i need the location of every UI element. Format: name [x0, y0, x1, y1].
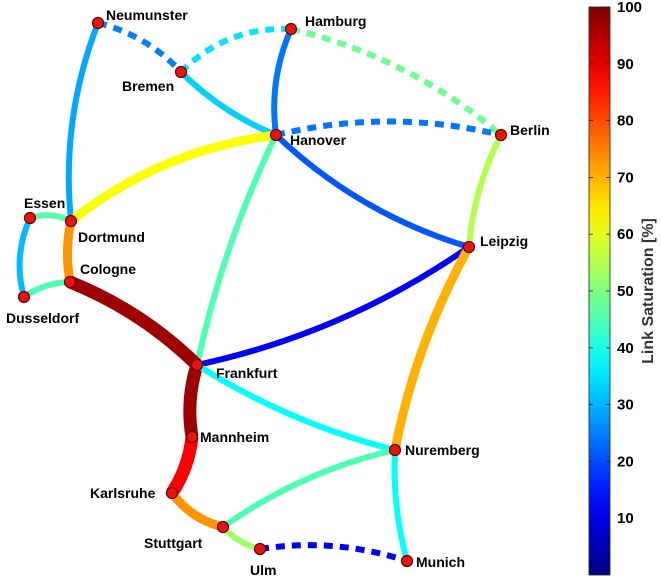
- link-ulm-munich: [259, 542, 408, 564]
- link-hanover-leipzig: [273, 132, 470, 250]
- colorbar-tick-label: 50: [617, 283, 634, 300]
- node-berlin[interactable]: [494, 128, 508, 142]
- link-hanover-dortmund: [68, 130, 277, 225]
- city-label-hamburg: Hamburg: [305, 13, 366, 29]
- city-label-karlsruhe: Karlsruhe: [90, 485, 156, 501]
- link-karlsruhe-stuttgart: [168, 490, 225, 532]
- city-label-stuttgart: Stuttgart: [144, 535, 203, 551]
- node-munich[interactable]: [400, 554, 414, 568]
- node-stuttgart[interactable]: [216, 520, 230, 534]
- city-label-dortmund: Dortmund: [78, 229, 145, 245]
- link-bremen-hamburg: [178, 25, 292, 75]
- node-karlsruhe[interactable]: [165, 486, 179, 500]
- labels-layer: Neumunster Hamburg Bremen Hanover Berlin Esse…: [6, 7, 550, 578]
- city-label-nuremberg: Nuremberg: [405, 442, 480, 458]
- node-bremen[interactable]: [174, 65, 188, 79]
- city-label-berlin: Berlin: [510, 122, 550, 138]
- colorbar-tick-label: 100: [617, 0, 642, 16]
- node-hanover[interactable]: [269, 128, 283, 142]
- colorbar-tick-label: 30: [617, 397, 634, 414]
- links-layer: [16, 20, 504, 564]
- city-label-munich: Munich: [416, 554, 465, 570]
- link-frankfurt-nuremberg: [195, 362, 396, 453]
- node-dusseldorf[interactable]: [17, 290, 31, 304]
- node-neumunster[interactable]: [91, 16, 105, 30]
- city-label-cologne: Cologne: [80, 261, 136, 277]
- link-stuttgart-ulm: [220, 524, 261, 552]
- colorbar-tick-label: 60: [617, 226, 634, 243]
- link-essen-dortmund: [29, 212, 73, 224]
- colorbar-ticks: 10 20 30 40 50 60 70 80 90 100: [589, 0, 642, 527]
- node-cologne[interactable]: [63, 275, 77, 289]
- link-dortmund-cologne: [62, 220, 76, 283]
- node-ulm[interactable]: [253, 542, 267, 556]
- link-stuttgart-nuremberg: [221, 447, 396, 530]
- colorbar: 10 20 30 40 50 60 70 80 90 100 Link Saturation [%…: [588, 0, 657, 576]
- link-hamburg-berlin: [290, 26, 503, 138]
- city-label-mannheim: Mannheim: [200, 429, 269, 445]
- node-leipzig[interactable]: [462, 240, 476, 254]
- link-hanover-berlin: [275, 118, 502, 138]
- city-label-frankfurt: Frankfurt: [216, 365, 278, 381]
- colorbar-tick-label: 20: [617, 453, 634, 470]
- city-label-bremen: Bremen: [122, 78, 174, 94]
- colorbar-axis-label: Link Saturation [%]: [640, 218, 657, 364]
- link-bremen-hanover: [178, 69, 278, 138]
- link-dusseldorf-cologne: [22, 279, 71, 300]
- node-essen[interactable]: [23, 211, 37, 225]
- city-label-leipzig: Leipzig: [480, 233, 528, 249]
- colorbar-tick-label: 70: [617, 169, 634, 186]
- link-leipzig-frankfurt: [196, 244, 471, 368]
- colorbar-tick-label: 90: [617, 56, 634, 73]
- colorbar-tick-label: 80: [617, 113, 634, 130]
- link-frankfurt-mannheim: [183, 363, 204, 439]
- colorbar-tick-label: 10: [617, 510, 634, 527]
- link-neumunster-bremen: [97, 20, 184, 75]
- link-cologne-frankfurt: [67, 275, 202, 370]
- city-label-dusseldorf: Dusseldorf: [6, 310, 79, 326]
- link-mannheim-karlsruhe: [166, 436, 199, 497]
- link-hamburg-hanover: [271, 27, 294, 136]
- link-neumunster-dortmund: [65, 21, 101, 222]
- link-essen-dusseldorf: [16, 216, 33, 298]
- node-dortmund[interactable]: [64, 214, 78, 228]
- nodes-layer: [17, 16, 508, 568]
- link-berlin-leipzig: [466, 133, 504, 248]
- node-mannheim[interactable]: [185, 430, 199, 444]
- colorbar-tick-label: 40: [617, 340, 634, 357]
- node-frankfurt[interactable]: [190, 358, 204, 372]
- city-label-hanover: Hanover: [290, 132, 347, 148]
- link-leipzig-nuremberg: [390, 244, 473, 451]
- city-label-essen: Essen: [24, 195, 65, 211]
- city-label-ulm: Ulm: [250, 562, 276, 578]
- node-nuremberg[interactable]: [388, 443, 402, 457]
- node-hamburg[interactable]: [284, 22, 298, 36]
- link-hanover-frankfurt: [194, 133, 279, 366]
- city-label-neumunster: Neumunster: [106, 7, 188, 23]
- link-nuremberg-munich: [391, 449, 410, 562]
